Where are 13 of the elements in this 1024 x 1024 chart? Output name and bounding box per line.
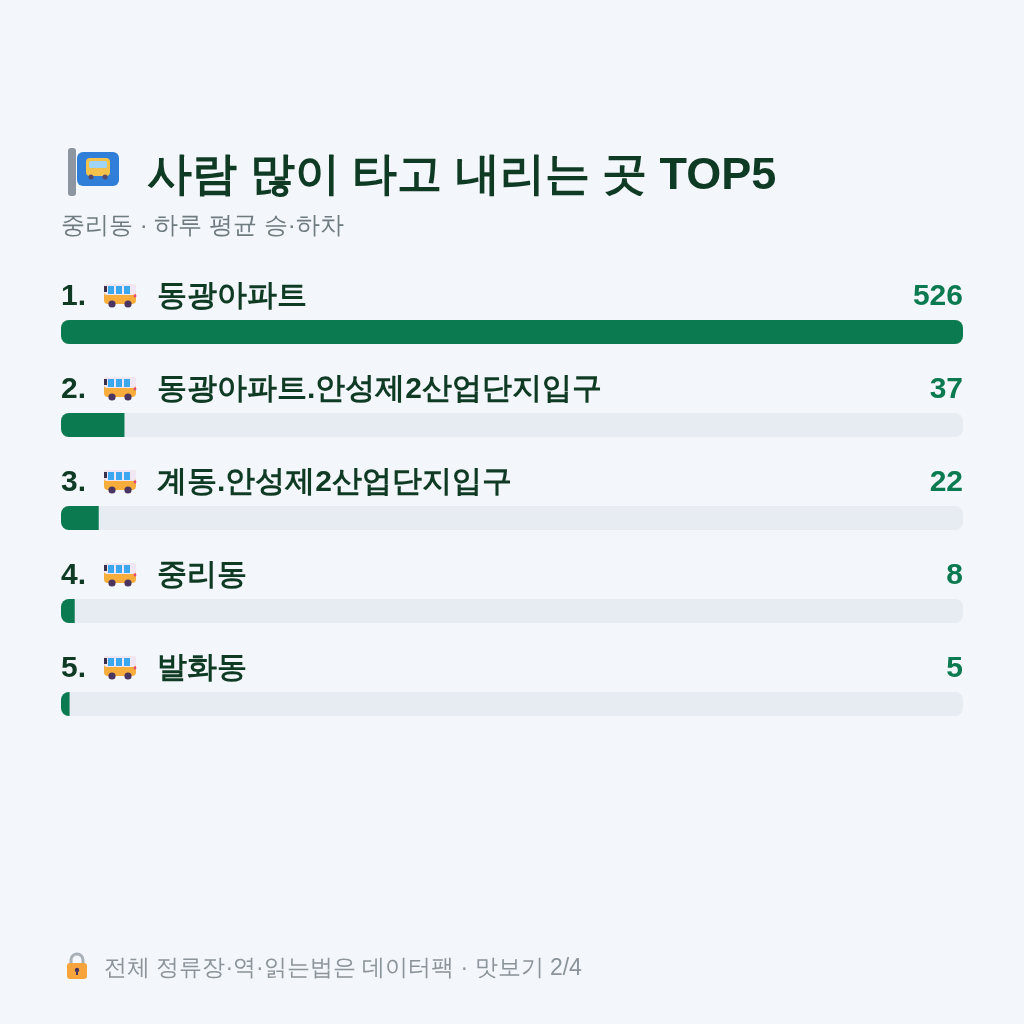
data-label: 37 <box>929 371 963 404</box>
data-label: 8 <box>946 557 963 590</box>
data-label: 526 <box>912 278 963 311</box>
category-label: 5. 발화동 <box>61 650 247 683</box>
data-label: 5 <box>946 650 963 683</box>
chart-subtitle: 중리동 · 하루 평균 승·하차 <box>61 211 344 238</box>
category-label: 4. 중리동 <box>61 557 247 590</box>
data-label: 22 <box>929 464 963 497</box>
chart-title: 사람 많이 타고 내리는 곳 TOP5 <box>147 148 777 199</box>
category-label: 1. 동광아파트 <box>61 278 307 311</box>
category-label: 2. 동광아파트.안성제2산업단지입구 <box>61 371 603 404</box>
category-label: 3. 계동.안성제2산업단지입구 <box>61 464 513 497</box>
text: 전체 정류장·역·읽는법은 데이터팩 · 맛보기 2/4 <box>104 954 583 980</box>
